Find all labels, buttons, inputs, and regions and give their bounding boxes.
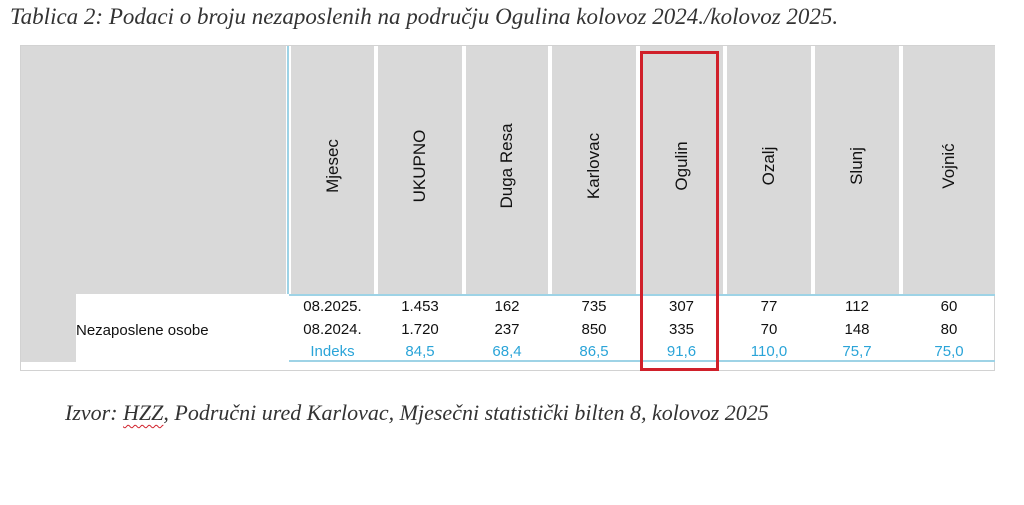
source-note: Izvor: HZZ, Područni ured Karlovac, Mjes… [65, 400, 769, 426]
header-vojnic: Vojnić [903, 46, 995, 294]
header-karlovac: Karlovac [552, 46, 636, 294]
cell-r3-duga-resa: 68,4 [492, 343, 522, 360]
header-duga-resa: Duga Resa [466, 46, 548, 294]
cell-r2-vojnic: 80 [940, 321, 958, 338]
cell-r3-slunj: 75,7 [842, 343, 872, 360]
header-mjesec: Mjesec [291, 46, 374, 294]
header-ukupno: UKUPNO [378, 46, 462, 294]
unemployment-table: Mjesec UKUPNO Duga Resa Karlovac Ogulin … [20, 45, 995, 371]
header-separator [287, 46, 289, 294]
table-left-gray [21, 294, 76, 362]
cell-r3-ogulin: 91,6 [666, 343, 697, 360]
cell-r2-ogulin: 335 [668, 321, 695, 338]
cell-r2-karlovac: 850 [581, 321, 607, 338]
cell-r2-mjesec: 08.2024. [303, 321, 362, 338]
cell-r1-ogulin: 307 [668, 298, 695, 315]
cell-r2-ozalj: 70 [760, 321, 778, 338]
header-slunj: Slunj [815, 46, 899, 294]
cell-r3-vojnic: 75,0 [934, 343, 964, 360]
cell-r3-ozalj: 110,0 [750, 343, 788, 360]
header-ozalj: Ozalj [727, 46, 811, 294]
cell-r1-ukupno: 1.453 [401, 298, 439, 315]
cell-r2-slunj: 148 [844, 321, 870, 338]
cell-r1-slunj: 112 [845, 298, 869, 315]
cell-r1-mjesec: 08.2025. [303, 298, 362, 315]
source-rest: , Područni ured Karlovac, Mjesečni stati… [163, 400, 769, 425]
cell-r3-ukupno: 84,5 [405, 343, 435, 360]
cell-r1-karlovac: 735 [581, 298, 607, 315]
cell-r3-karlovac: 86,5 [579, 343, 609, 360]
cell-r2-duga-resa: 237 [494, 321, 520, 338]
header-ogulin: Ogulin [640, 46, 723, 294]
cell-r3-mjesec: Indeks [310, 343, 355, 360]
cell-r2-ukupno: 1.720 [401, 321, 439, 338]
cell-r1-duga-resa: 162 [494, 298, 520, 315]
table-caption: Tablica 2: Podaci o broju nezaposlenih n… [10, 4, 839, 29]
cell-r1-ozalj: 77 [760, 298, 778, 315]
source-abbr: HZZ [123, 400, 164, 425]
cell-r1-vojnic: 60 [940, 298, 958, 315]
source-prefix: Izvor: [65, 400, 124, 425]
table-corner-gray [21, 46, 286, 294]
ogulin-highlight-box [640, 51, 719, 371]
row-label-nezaposlene: Nezaposlene osobe [76, 322, 209, 339]
